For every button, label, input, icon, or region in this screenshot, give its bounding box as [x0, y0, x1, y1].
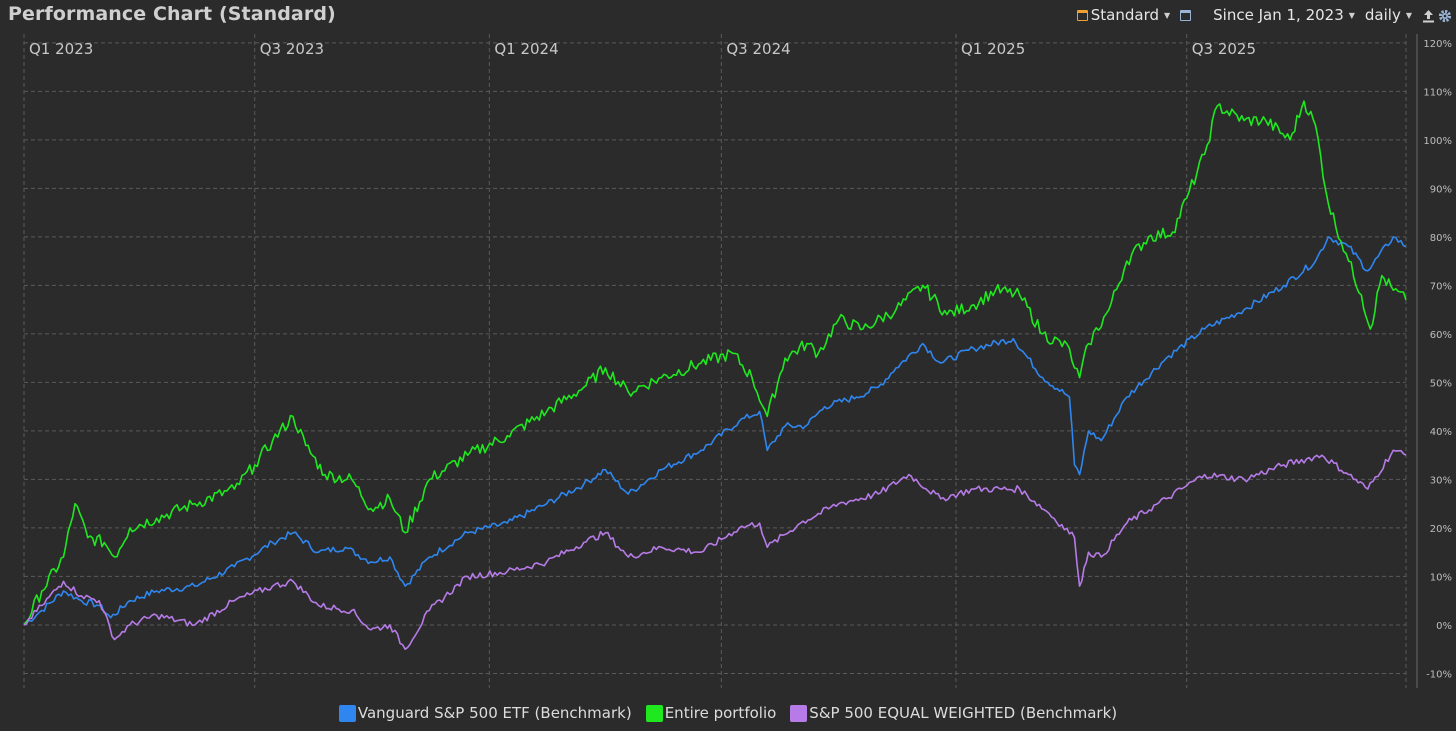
y-axis-ticks: -10% 0% 10% 20% 30% 40% 50% 60% 70% 80% 90% 100% 110…: [1416, 34, 1452, 688]
x-tick-label: Q1 2025: [961, 40, 1025, 58]
interval-selector[interactable]: daily ▼: [1365, 6, 1418, 24]
x-tick-label: Q1 2023: [29, 40, 93, 58]
y-tick-label: 0%: [1436, 621, 1452, 632]
legend-item-vanguard[interactable]: Vanguard S&P 500 ETF (Benchmark): [338, 704, 632, 722]
legend-label-equal-weighted: S&P 500 EQUAL WEIGHTED (Benchmark): [809, 704, 1118, 722]
y-tick-label: 90%: [1430, 184, 1452, 195]
x-axis-ticks: Q1 2023 Q3 2023 Q1 2024 Q3 2024 Q1 2025 Q3 20…: [29, 40, 1256, 58]
legend-swatch-portfolio: [645, 704, 663, 722]
chart-legend: Vanguard S&P 500 ETF (Benchmark) Entire …: [0, 701, 1456, 725]
view-selector[interactable]: Standard ▼: [1076, 6, 1176, 24]
y-tick-label: 40%: [1430, 427, 1452, 438]
y-tick-label: 70%: [1430, 281, 1452, 292]
range-selector[interactable]: Since Jan 1, 2023 ▼: [1213, 6, 1361, 24]
legend-item-portfolio[interactable]: Entire portfolio: [645, 704, 777, 722]
y-tick-label: 30%: [1430, 475, 1452, 486]
x-tick-label: Q3 2024: [726, 40, 790, 58]
series-line-equal-weighted: [23, 449, 1407, 650]
export-icon[interactable]: [1422, 9, 1434, 23]
y-tick-label: 20%: [1430, 524, 1452, 535]
view-label: Standard: [1090, 6, 1159, 24]
y-tick-label: 60%: [1430, 330, 1452, 341]
y-tick-label: -10%: [1426, 669, 1452, 680]
legend-item-equal-weighted[interactable]: S&P 500 EQUAL WEIGHTED (Benchmark): [790, 704, 1117, 722]
x-tick-label: Q1 2024: [494, 40, 558, 58]
gear-icon[interactable]: [1438, 9, 1452, 23]
series-line-portfolio: [23, 100, 1407, 626]
series-lines: [23, 100, 1407, 650]
grid: [23, 34, 1407, 688]
series-line-vanguard: [23, 236, 1407, 626]
x-tick-label: Q3 2025: [1192, 40, 1256, 58]
y-tick-label: 10%: [1430, 572, 1452, 583]
page-title: Performance Chart (Standard): [8, 3, 336, 25]
y-tick-label: 110%: [1423, 87, 1452, 98]
legend-label-portfolio: Entire portfolio: [664, 704, 777, 722]
legend-label-vanguard: Vanguard S&P 500 ETF (Benchmark): [357, 704, 632, 722]
range-label: Since Jan 1, 2023: [1213, 6, 1344, 24]
y-tick-label: 50%: [1430, 378, 1452, 389]
performance-chart: Q1 2023 Q3 2023 Q1 2024 Q3 2024 Q1 2025 Q3 20…: [23, 34, 1452, 688]
chart-header: Performance Chart (Standard) Standard ▼ …: [0, 0, 1456, 30]
chart-controls: Standard ▼ Since Jan 1, 2023 ▼ daily ▼: [1076, 5, 1452, 25]
interval-label: daily: [1364, 6, 1401, 24]
standard-view-icon: [1076, 9, 1088, 21]
chevron-down-icon: ▼: [1405, 10, 1412, 20]
calendar-icon[interactable]: [1180, 9, 1192, 21]
y-tick-label: 100%: [1423, 136, 1452, 147]
chevron-down-icon: ▼: [1348, 10, 1355, 20]
chevron-down-icon: ▼: [1164, 10, 1171, 20]
y-tick-label: 80%: [1430, 233, 1452, 244]
legend-swatch-vanguard: [338, 704, 356, 722]
y-tick-label: 120%: [1423, 39, 1452, 50]
x-tick-label: Q3 2023: [260, 40, 324, 58]
legend-swatch-equal-weighted: [790, 704, 808, 722]
